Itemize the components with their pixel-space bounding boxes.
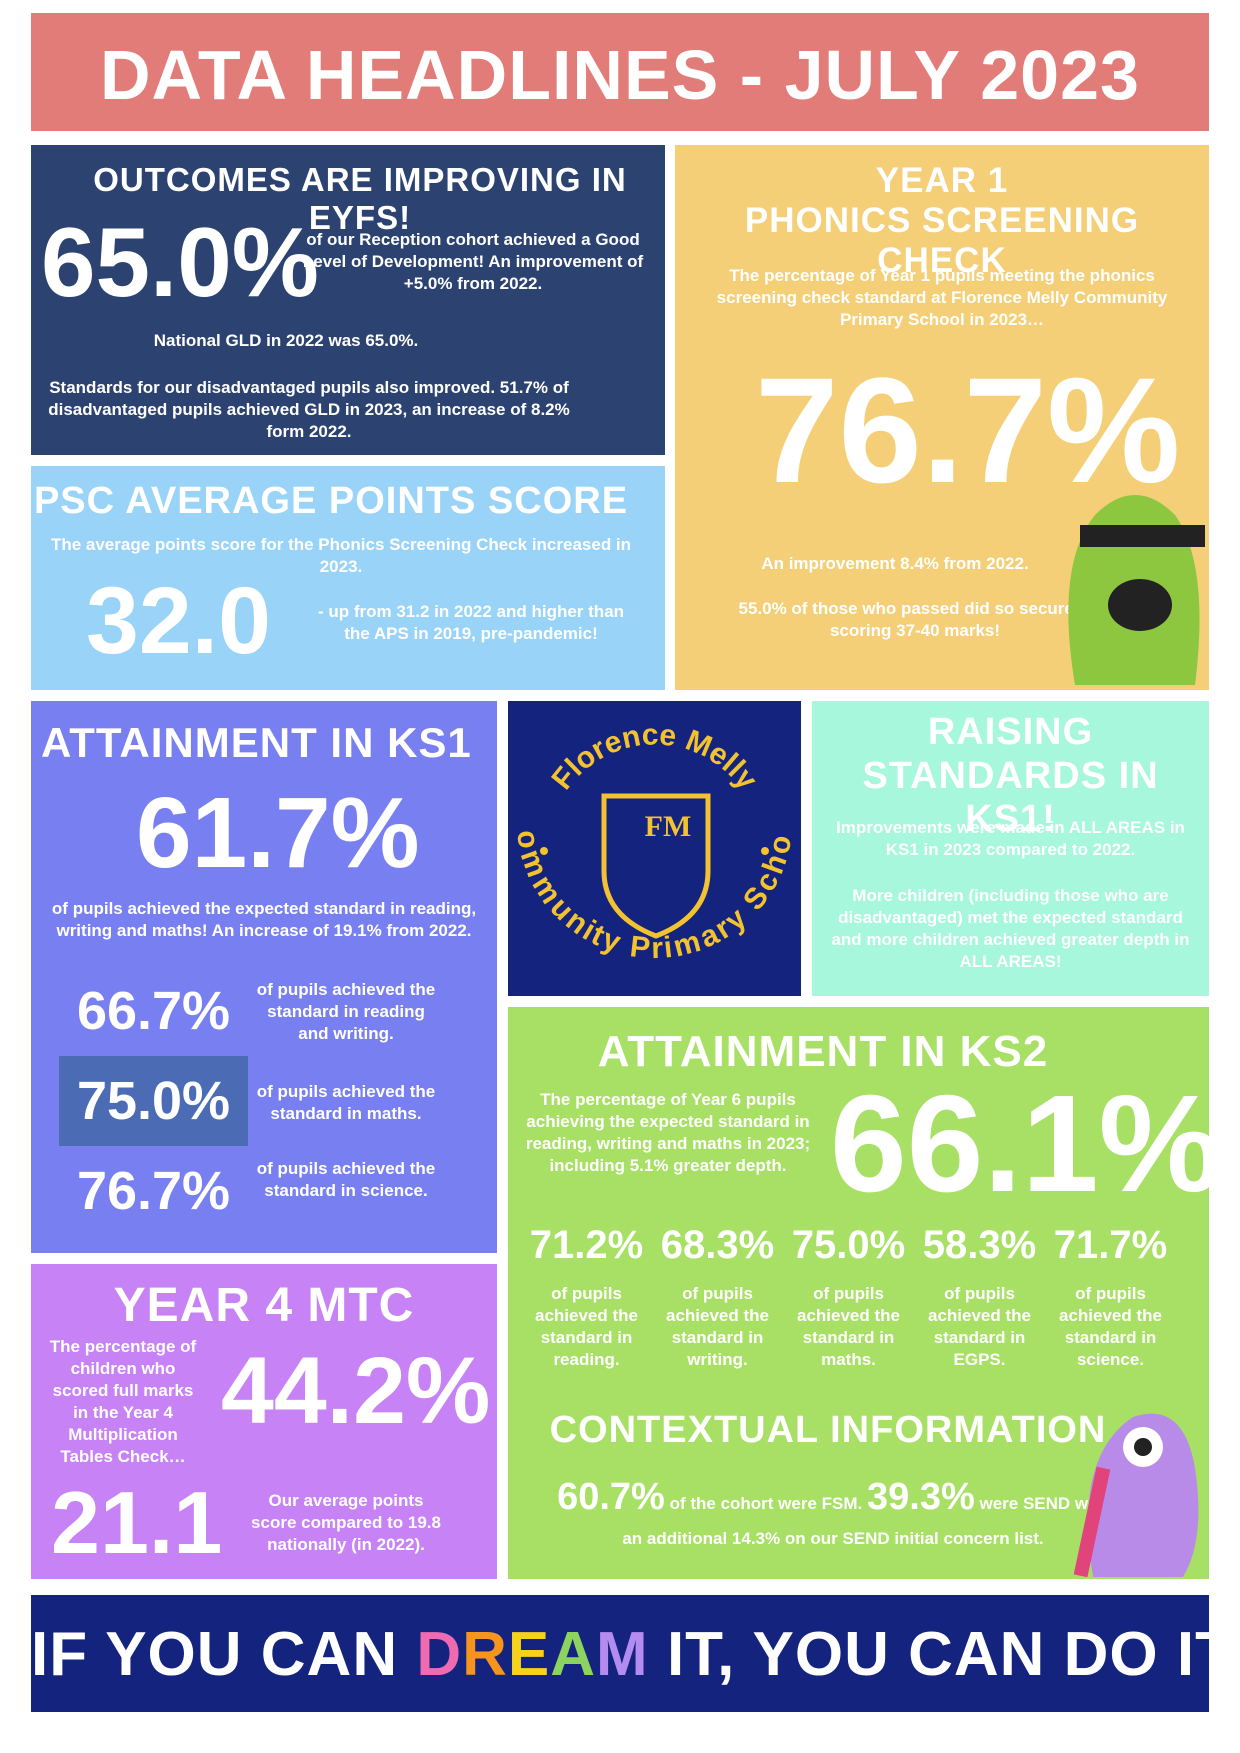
mtc-panel: YEAR 4 MTC The percentage of children wh… xyxy=(31,1264,497,1579)
motto-end: IT, YOU CAN DO IT! xyxy=(666,1620,1240,1689)
motto-highlight: DREAM xyxy=(416,1620,648,1689)
raising-title-line2: STANDARDS IN KS1! xyxy=(862,755,1159,840)
psc-title: PSC AVERAGE POINTS SCORE xyxy=(33,480,629,522)
ks1-panel: ATTAINMENT IN KS1 61.7% of pupils achiev… xyxy=(31,701,497,1253)
phonics-title-line2: PHONICS SCREENING CHECK xyxy=(744,201,1140,280)
phonics-improvement: An improvement 8.4% from 2022. xyxy=(761,554,1029,573)
phonics-secure: 55.0% of those who passed did so securel… xyxy=(738,599,1092,641)
ks2-subject-text: of pupils achieved the standard in readi… xyxy=(535,1284,638,1370)
ks2-subjects: 71.2% of pupils achieved the standard in … xyxy=(524,1225,1184,1385)
ks1-row-figure: 66.7% xyxy=(76,981,231,1041)
monster-illustration xyxy=(1068,495,1205,685)
context-title: CONTEXTUAL INFORMATION xyxy=(549,1409,1107,1451)
raising-text: More children (including those who are d… xyxy=(831,886,1190,972)
footer: IF YOU CAN DREAM IT, YOU CAN DO IT! xyxy=(31,1595,1240,1712)
motto-letter: A xyxy=(550,1620,597,1689)
mtc-title: YEAR 4 MTC xyxy=(113,1279,415,1332)
page-title: DATA HEADLINES - JULY 2023 xyxy=(100,36,1140,114)
ks1-row-text: of pupils achieved the standard in scien… xyxy=(256,1159,436,1201)
ks2-subject-text: of pupils achieved the standard in EGPS. xyxy=(928,1284,1031,1370)
eyfs-text: of our Reception cohort achieved a Good … xyxy=(302,230,644,294)
school-logo: Florence Melly Community Primary School … xyxy=(497,696,801,996)
mtc-aps-text: Our average points score compared to 19.… xyxy=(251,1491,441,1555)
ks2-subject-figure: 68.3% xyxy=(660,1223,775,1267)
psc-comparison: - up from 31.2 in 2022 and higher than t… xyxy=(317,602,625,644)
monster-illustration xyxy=(1073,1413,1199,1577)
psc-panel: PSC AVERAGE POINTS SCORE The average poi… xyxy=(31,466,665,690)
ks2-text: The percentage of Year 6 pupils achievin… xyxy=(525,1090,811,1176)
highlight-box xyxy=(59,1056,248,1146)
motto-letter: E xyxy=(507,1620,551,1689)
ks2-subject: 75.0% of pupils achieved the standard in … xyxy=(786,1225,911,1371)
raising-panel: RAISING STANDARDS IN KS1! Improvements w… xyxy=(812,701,1209,996)
ks1-figure: 61.7% xyxy=(136,777,420,889)
ks2-subject-text: of pupils achieved the standard in scien… xyxy=(1059,1284,1162,1370)
eyfs-panel: OUTCOMES ARE IMPROVING IN EYFS! 65.0% of… xyxy=(31,145,665,455)
phonics-text: The percentage of Year 1 pupils meeting … xyxy=(716,266,1168,330)
motto-start: IF YOU CAN xyxy=(31,1620,399,1689)
ks2-figure: 66.1% xyxy=(830,1067,1222,1221)
raising-text: Improvements were made in ALL AREAS in K… xyxy=(836,818,1185,860)
ks1-text: of pupils achieved the expected standard… xyxy=(51,899,477,941)
mtc-aps-figure: 21.1 xyxy=(51,1473,223,1572)
logo-graphic: Florence Melly Community Primary School … xyxy=(497,696,798,965)
ks2-subject: 58.3% of pupils achieved the standard in … xyxy=(917,1225,1042,1371)
psc-text: The average points score for the Phonics… xyxy=(50,535,632,577)
ks2-subject-text: of pupils achieved the standard in writi… xyxy=(666,1284,769,1370)
logo-text-top: Florence Melly xyxy=(545,718,763,796)
mtc-text: The percentage of children who scored fu… xyxy=(49,1337,197,1467)
ks2-subject-figure: 58.3% xyxy=(922,1223,1037,1267)
send-text: were SEND with an additional 14.3% on ou… xyxy=(622,1494,1109,1548)
fsm-figure: 60.7% xyxy=(557,1476,665,1518)
ks2-subject-figure: 71.7% xyxy=(1053,1223,1168,1267)
eyfs-figure: 65.0% xyxy=(41,207,319,317)
ks2-panel: ATTAINMENT IN KS2 The percentage of Year… xyxy=(508,1007,1221,1579)
motto-letter: M xyxy=(596,1620,649,1689)
motto: IF YOU CAN DREAM IT, YOU CAN DO IT! xyxy=(31,1619,1240,1690)
raising-title-line1: RAISING xyxy=(927,711,1094,753)
phonics-title-line1: YEAR 1 xyxy=(875,161,1009,200)
logo-initials: FM xyxy=(645,810,692,843)
ks2-subject-text: of pupils achieved the standard in maths… xyxy=(797,1284,900,1370)
ks2-subject-figure: 75.0% xyxy=(791,1223,906,1267)
ks2-title: ATTAINMENT IN KS2 xyxy=(597,1027,1049,1076)
phonics-figure: 76.7% xyxy=(755,346,1181,514)
mtc-figure: 44.2% xyxy=(221,1338,491,1444)
ks1-row-figure: 75.0% xyxy=(76,1071,231,1131)
phonics-panel: YEAR 1 PHONICS SCREENING CHECK The perce… xyxy=(675,145,1209,690)
ks1-row-text: of pupils achieved the standard in readi… xyxy=(256,980,436,1044)
motto-letter: D xyxy=(416,1620,463,1689)
eyfs-title: OUTCOMES ARE IMPROVING IN EYFS! xyxy=(93,161,627,236)
ks2-subject-figure: 71.2% xyxy=(529,1223,644,1267)
ks1-row-figure: 76.7% xyxy=(76,1161,231,1221)
logo-name: Florence Melly xyxy=(545,718,763,796)
eyfs-national: National GLD in 2022 was 65.0%. xyxy=(153,331,419,350)
ks1-row-text: of pupils achieved the standard in maths… xyxy=(256,1082,436,1124)
ks2-subject: 71.7% of pupils achieved the standard in … xyxy=(1048,1225,1173,1371)
header: DATA HEADLINES - JULY 2023 xyxy=(31,13,1209,131)
send-figure: 39.3% xyxy=(867,1476,975,1518)
ks2-subject: 68.3% of pupils achieved the standard in … xyxy=(655,1225,780,1371)
fsm-text: of the cohort were FSM. xyxy=(669,1494,863,1513)
motto-letter: R xyxy=(462,1620,508,1689)
psc-figure: 32.0 xyxy=(86,568,271,674)
eyfs-disadvantaged: Standards for our disadvantaged pupils a… xyxy=(48,378,570,442)
ks2-subject: 71.2% of pupils achieved the standard in … xyxy=(524,1225,649,1371)
ks1-title: ATTAINMENT IN KS1 xyxy=(41,719,472,766)
context-text: 60.7% of the cohort were FSM. 39.3% were… xyxy=(553,1469,1113,1552)
